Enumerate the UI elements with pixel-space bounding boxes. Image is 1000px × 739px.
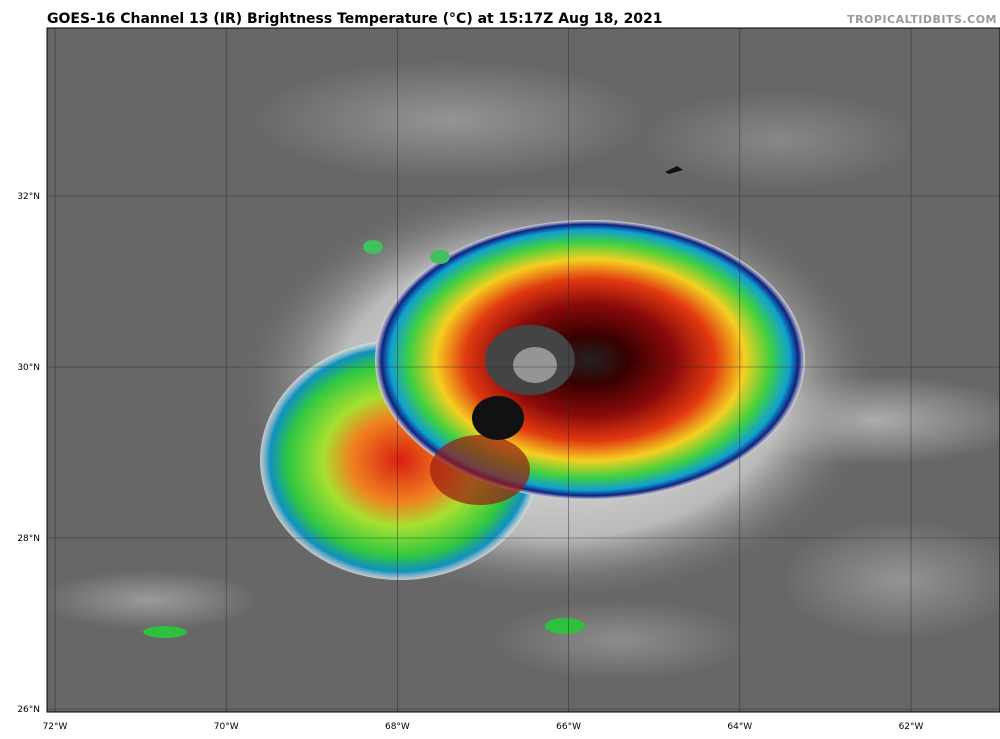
lat-label: 32°N [17,192,40,202]
source: TROPICALTIDBITS.COM [847,13,997,26]
graticule [47,28,1000,712]
lon-label: 64°W [727,722,752,732]
axis-labels: 32°N 30°N 28°N 26°N72°W 70°W 68°W 66°W 64°W 62°W [17,192,923,732]
lon-label: 66°W [556,722,581,732]
lon-label: 72°W [43,722,68,732]
lat-label: 30°N [17,363,40,373]
lat-label: 26°N [17,705,40,715]
lon-label: 68°W [385,722,410,732]
satellite-image [47,28,1000,712]
lon-label: 70°W [214,722,239,732]
title: GOES-16 Channel 13 (IR) Brightness Tempe… [47,11,663,27]
map-frame [46,27,1000,713]
lon-label: 62°W [899,722,924,732]
lat-label: 28°N [17,534,40,544]
